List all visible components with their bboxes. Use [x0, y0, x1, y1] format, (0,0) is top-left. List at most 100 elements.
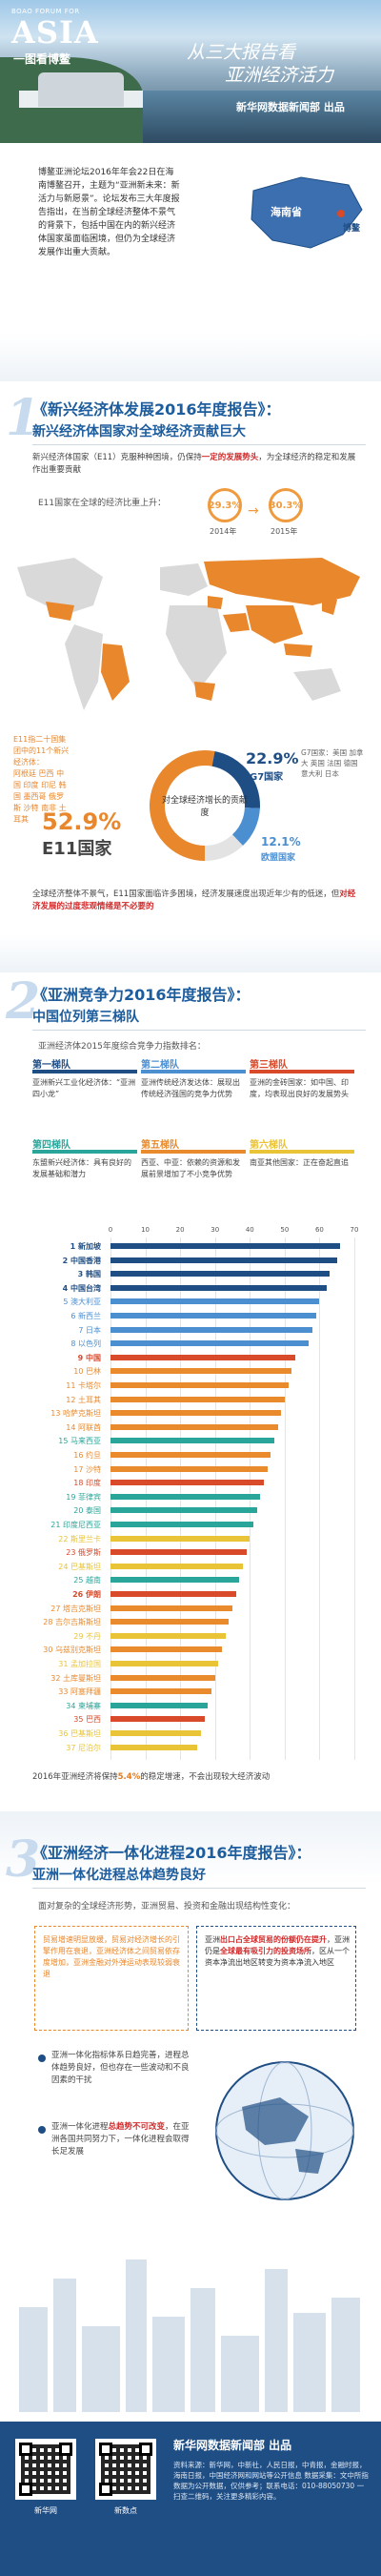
para-text-end: ，为全球经济的稳定和发展作出重要贡献 [32, 453, 356, 475]
bullet-1 [38, 2055, 46, 2062]
donut-segment-g7 [211, 750, 260, 808]
rank-country: 澳大利亚 [70, 1298, 101, 1307]
rank-bar [110, 1646, 223, 1653]
rank-number: 24 [58, 1562, 69, 1571]
rank-label: 25 越南 [38, 1575, 101, 1585]
intro-section: 博鳌亚洲论坛2016年年会22日在海南博鳌召开，主题为“亚洲新未来：新活力与新愿… [0, 143, 381, 381]
box2-text: 亚洲 [205, 1935, 220, 1944]
rank-number: 36 [58, 1729, 69, 1738]
rank-bar [110, 1702, 209, 1708]
rank-label: 31 孟加拉国 [38, 1659, 101, 1669]
team-color-bar [141, 1150, 246, 1154]
rank-label: 22 斯里兰卡 [38, 1534, 101, 1544]
rank-country: 土库曼斯坦 [63, 1673, 101, 1683]
gridline [284, 1237, 286, 1761]
rank-country: 马来西亚 [70, 1437, 101, 1446]
rank-number: 15 [58, 1437, 69, 1446]
rank-number: 25 [73, 1576, 84, 1585]
rank-number: 31 [58, 1660, 69, 1668]
footnote-highlight: 5.4% [117, 1772, 141, 1782]
hero-tagline: 一图看博鳌 [13, 52, 71, 66]
rank-number: 5 [63, 1298, 69, 1307]
rank-country: 阿塞拜疆 [70, 1687, 101, 1697]
team-description: 亚洲传统经济发达体：展现出传统经济强国的竞争力优势 [141, 1078, 240, 1098]
rank-country: 泰国 [86, 1506, 101, 1516]
section-2-subtitle: 中国位列第三梯队 [32, 1010, 139, 1025]
qr-code-xinshudian[interactable] [95, 2439, 156, 2500]
rank-country: 斯里兰卡 [70, 1534, 101, 1544]
rank-bar [110, 1452, 271, 1458]
map-place-label: 博鳌 [343, 224, 361, 234]
rank-bar [110, 1661, 219, 1666]
rank-country: 尼泊尔 [78, 1743, 101, 1752]
rank-country: 约旦 [86, 1451, 101, 1460]
section-2-footnote: 2016年亚洲经济将保持5.4%的稳定增速，不会出现较大经济波动 [32, 1771, 366, 1784]
hainan-map [251, 176, 363, 249]
axis-tick-label: 20 [175, 1226, 185, 1234]
rank-country: 塔吉克斯坦 [63, 1604, 101, 1613]
rank-country: 乌兹别克斯坦 [55, 1646, 101, 1655]
rank-country: 哈萨克斯坦 [63, 1409, 101, 1419]
trade-box-1: 贸易增速明显放缓，贸易对经济增长的引擎作用在衰退，亚洲经济体之间贸易依存度增加，… [34, 1926, 189, 2031]
donut-e11-pct: 52.9% [42, 808, 122, 835]
team-label: 第六梯队 [250, 1140, 288, 1151]
section-2: 2 《亚洲竞争力2016年度报告》： 中国位列第三梯队 亚洲经济体2015年度综… [0, 972, 381, 1811]
rank-country: 菲律宾 [78, 1492, 101, 1502]
pct-2014-circle: 29.3% [208, 488, 242, 522]
section-1-divider [32, 444, 366, 445]
qr-code-xinhuanet[interactable] [15, 2439, 76, 2500]
footer-outlet: 新华网数据新闻部 出品 [173, 2439, 292, 2452]
section-1-number: 1 [6, 389, 41, 447]
para2-text: 全球经济整体不景气，E11国家面临许多困境，经济发展速度出现近年少有的低迷，但 [32, 889, 340, 899]
team-description: 南亚其他国家：正在奋起直追 [250, 1158, 349, 1167]
rank-country: 巴基斯坦 [70, 1562, 101, 1571]
rank-number: 18 [73, 1479, 84, 1488]
rank-label: 36 巴基斯坦 [38, 1728, 101, 1739]
rank-country: 伊朗 [86, 1590, 101, 1599]
rank-number: 17 [73, 1464, 84, 1474]
rank-country: 俄罗斯 [78, 1548, 101, 1558]
section-1: 1 《新兴经济体发展2016年度报告》： 新兴经济体国家对全球经济贡献巨大 新兴… [0, 381, 381, 972]
rank-bar [110, 1465, 268, 1472]
section-3-number: 3 [6, 1830, 41, 1889]
section-3-divider [32, 1888, 366, 1889]
year-2015-label: 2015年 [271, 527, 298, 536]
rank-country: 印度尼西亚 [63, 1521, 101, 1529]
rank-number: 26 [72, 1590, 84, 1599]
rank-country: 日本 [86, 1325, 101, 1335]
rank-number: 10 [73, 1367, 84, 1377]
rank-label: 6 新西兰 [38, 1311, 101, 1321]
box2-text-end: ，区从一个资本净流出地区转变为资本净流入地区 [205, 1947, 350, 1967]
pct-2015-circle: 30.3% [269, 488, 303, 522]
rank-country: 吉尔吉斯斯坦 [55, 1618, 101, 1627]
rank-label: 10 巴林 [38, 1366, 101, 1377]
rank-country: 越南 [86, 1576, 101, 1585]
donut-g7-label: G7国家 [250, 772, 284, 783]
rank-number: 13 [50, 1409, 61, 1419]
rank-label: 4 中国台湾 [38, 1283, 101, 1294]
brand-small: BOAO FORUM FOR [11, 8, 80, 15]
rank-label: 2 中国香港 [38, 1256, 101, 1266]
rank-label: 35 巴西 [38, 1714, 101, 1725]
bullet-2 [38, 2126, 46, 2134]
rank-number: 23 [66, 1548, 76, 1558]
rank-bar [110, 1674, 215, 1681]
gridline [354, 1237, 355, 1761]
rank-country: 卡塔尔 [78, 1381, 101, 1390]
qr1-label: 新华网 [34, 2506, 57, 2515]
section-1-subtitle: 新兴经济体国家对全球经济贡献巨大 [32, 424, 246, 440]
gridline [319, 1237, 321, 1761]
e11-list-title: E11指二十国集团中的11个新兴经济体： [13, 735, 70, 767]
rank-number: 2 [62, 1256, 69, 1265]
rank-bar [110, 1522, 253, 1527]
rank-country: 新加坡 [78, 1242, 101, 1251]
rank-number: 32 [50, 1673, 61, 1683]
rank-bar [110, 1730, 202, 1736]
donut-segment-other [204, 834, 243, 861]
rank-bar [110, 1507, 257, 1514]
rank-label: 14 阿联酋 [38, 1422, 101, 1433]
hero-title-line2: 亚洲经济活力 [225, 65, 334, 86]
rank-bar [110, 1438, 274, 1444]
team-description: 亚洲的金砖国家：如中国、印度，均表现出良好的发展势头 [250, 1078, 349, 1098]
rank-label: 34 柬埔寨 [38, 1701, 101, 1711]
